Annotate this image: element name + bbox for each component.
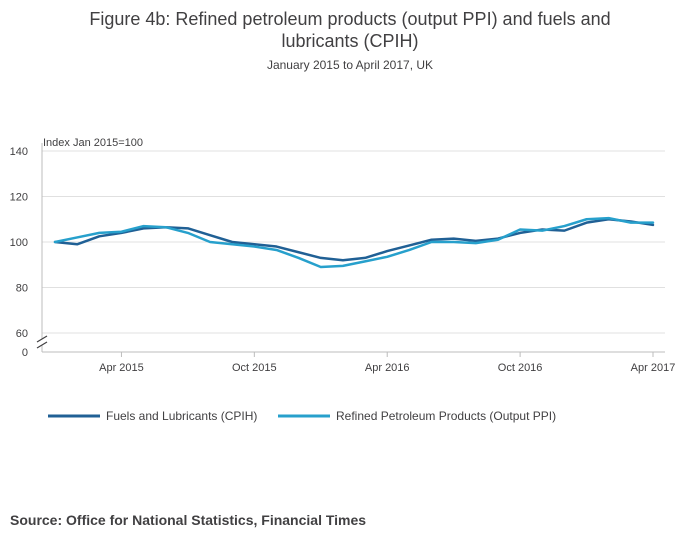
x-tick-label: Apr 2017: [631, 362, 676, 374]
series-line-refined-petroleum: [53, 216, 655, 269]
x-tick-label: Oct 2015: [232, 362, 277, 374]
axis-layer: 140 120 100 80 60 0 Index Jan 2015=100 Apr 2015…: [10, 137, 676, 374]
y-tick-label: 100: [10, 237, 28, 249]
y-tick-label: 60: [16, 328, 28, 340]
chart-title-line-2: lubricants (CPIH): [281, 31, 419, 51]
y-tick-label: 80: [16, 283, 28, 295]
series-layer: [53, 216, 655, 269]
y-tick-label: 120: [10, 192, 28, 204]
x-tick-label: Apr 2016: [365, 362, 410, 374]
chart-subtitle: January 2015 to April 2017, UK: [266, 58, 434, 72]
legend-label: Refined Petroleum Products (Output PPI): [336, 409, 556, 423]
y-tick-label-zero: 0: [22, 347, 28, 359]
chart-title-line-1: Figure 4b: Refined petroleum products (o…: [89, 9, 611, 29]
legend-label: Fuels and Lubricants (CPIH): [106, 409, 257, 423]
axis-break-mark: [36, 341, 48, 349]
chart-title: Figure 4b: Refined petroleum products (o…: [0, 8, 700, 52]
x-tick-label: Apr 2015: [99, 362, 144, 374]
source-note: Source: Office for National Statistics, …: [10, 512, 367, 528]
y-tick-label: 140: [10, 146, 28, 158]
grid-layer: [42, 150, 665, 334]
axis-break-mark: [36, 335, 48, 343]
y-axis-title: Index Jan 2015=100: [43, 137, 143, 149]
x-tick-label: Oct 2016: [498, 362, 543, 374]
legend: Fuels and Lubricants (CPIH) Refined Petro…: [48, 409, 556, 423]
